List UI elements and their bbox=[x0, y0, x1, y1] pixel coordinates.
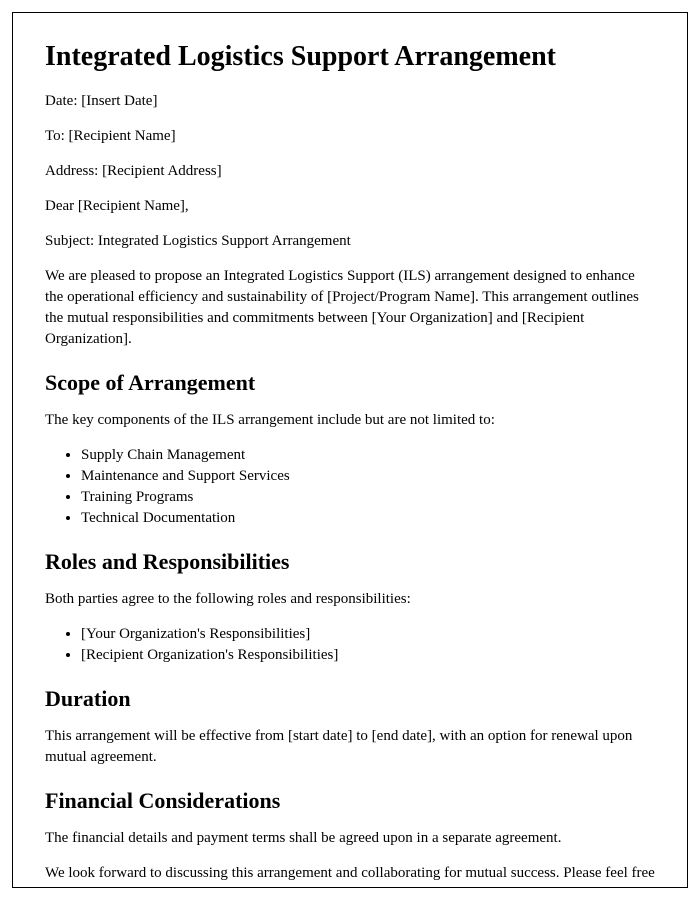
list-item: [Recipient Organization's Responsibiliti… bbox=[81, 645, 655, 666]
list-item: Maintenance and Support Services bbox=[81, 466, 655, 487]
subject-line: Subject: Integrated Logistics Support Ar… bbox=[45, 231, 655, 252]
scope-intro: The key components of the ILS arrangemen… bbox=[45, 410, 655, 431]
duration-heading: Duration bbox=[45, 686, 655, 712]
roles-intro: Both parties agree to the following role… bbox=[45, 589, 655, 610]
list-item: Supply Chain Management bbox=[81, 445, 655, 466]
financial-heading: Financial Considerations bbox=[45, 788, 655, 814]
roles-list: [Your Organization's Responsibilities] [… bbox=[81, 624, 655, 666]
duration-body: This arrangement will be effective from … bbox=[45, 726, 655, 768]
document-title: Integrated Logistics Support Arrangement bbox=[45, 41, 655, 73]
address-line: Address: [Recipient Address] bbox=[45, 161, 655, 182]
date-line: Date: [Insert Date] bbox=[45, 91, 655, 112]
scope-list: Supply Chain Management Maintenance and … bbox=[81, 445, 655, 529]
financial-body: The financial details and payment terms … bbox=[45, 828, 655, 849]
salutation-line: Dear [Recipient Name], bbox=[45, 196, 655, 217]
document-page: Integrated Logistics Support Arrangement… bbox=[12, 12, 688, 888]
scope-heading: Scope of Arrangement bbox=[45, 370, 655, 396]
intro-paragraph: We are pleased to propose an Integrated … bbox=[45, 266, 655, 350]
closing-paragraph: We look forward to discussing this arran… bbox=[45, 863, 655, 888]
list-item: Training Programs bbox=[81, 487, 655, 508]
list-item: [Your Organization's Responsibilities] bbox=[81, 624, 655, 645]
roles-heading: Roles and Responsibilities bbox=[45, 549, 655, 575]
to-line: To: [Recipient Name] bbox=[45, 126, 655, 147]
list-item: Technical Documentation bbox=[81, 508, 655, 529]
